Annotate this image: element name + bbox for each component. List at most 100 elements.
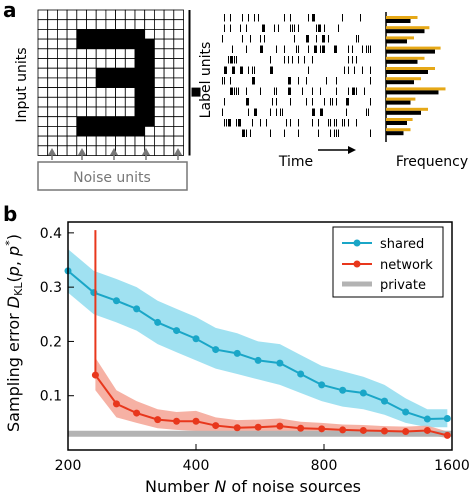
input-unit <box>134 58 146 69</box>
input-unit <box>115 135 126 147</box>
spike <box>346 108 347 116</box>
input-unit <box>173 135 184 147</box>
spike <box>226 66 227 74</box>
input-unit <box>66 48 78 59</box>
spike <box>356 87 357 95</box>
spike <box>276 45 277 53</box>
input-unit <box>173 38 184 50</box>
input-unit <box>57 135 68 147</box>
spike <box>328 119 329 127</box>
input-unit <box>134 77 146 89</box>
input-unit <box>95 145 107 156</box>
spike <box>298 56 299 64</box>
input-unit <box>115 87 126 98</box>
spike <box>270 108 271 116</box>
freq-bar-accent <box>386 36 414 40</box>
series-shared-point <box>443 415 451 423</box>
x-tick-label: 200 <box>55 458 82 474</box>
input-unit <box>37 19 49 30</box>
input-unit <box>134 135 146 147</box>
spike <box>254 14 255 22</box>
spike <box>232 66 235 74</box>
spike <box>230 77 231 85</box>
spike <box>270 66 273 74</box>
input-unit <box>95 19 107 30</box>
spike <box>294 24 295 32</box>
input-unit <box>37 87 49 98</box>
input-unit <box>47 48 58 59</box>
input-unit <box>173 96 184 108</box>
label-units-label: Label units <box>198 42 214 119</box>
plot-frame <box>67 221 453 451</box>
input-unit <box>144 106 155 118</box>
x-tick-label: 800 <box>311 458 338 474</box>
input-unit <box>57 126 68 137</box>
series-shared-point <box>154 318 162 326</box>
input-unit <box>86 19 97 30</box>
freq-bar-dark <box>386 19 411 23</box>
spike <box>252 119 253 127</box>
input-unit <box>57 106 68 118</box>
time-arrow-head <box>348 146 356 154</box>
input-unit <box>47 106 58 118</box>
spike <box>330 98 331 106</box>
input-unit <box>134 28 146 40</box>
input-unit <box>144 58 155 69</box>
input-unit <box>37 9 49 21</box>
spike <box>336 119 337 127</box>
input-unit <box>153 48 165 59</box>
input-unit <box>124 67 136 79</box>
input-unit <box>105 58 117 69</box>
spike <box>366 108 367 116</box>
spike <box>228 119 231 127</box>
input-unit <box>37 145 49 156</box>
input-unit <box>134 38 146 50</box>
series-shared-point <box>173 327 181 335</box>
spike <box>230 87 233 95</box>
input-unit <box>173 116 184 127</box>
spike <box>314 45 317 53</box>
spike <box>284 45 285 53</box>
input-unit <box>57 145 68 156</box>
input-unit <box>144 38 155 50</box>
spike <box>234 87 235 95</box>
spike <box>270 129 271 137</box>
input-unit <box>115 9 126 21</box>
series-shared-point <box>359 389 367 397</box>
input-unit <box>37 135 49 147</box>
input-unit <box>57 19 68 30</box>
input-unit <box>115 106 126 118</box>
spike <box>290 24 291 32</box>
input-unit <box>153 96 165 108</box>
spike <box>352 45 353 53</box>
input-unit <box>163 87 175 98</box>
spike <box>232 56 233 64</box>
input-unit <box>144 77 155 89</box>
input-unit <box>47 135 58 147</box>
spike <box>298 24 299 32</box>
input-unit <box>86 77 97 89</box>
spike <box>238 119 241 127</box>
input-unit <box>76 19 87 30</box>
spike <box>354 66 355 74</box>
series-network-point <box>112 400 120 408</box>
input-unit <box>95 96 107 108</box>
input-unit <box>47 96 58 108</box>
input-unit <box>105 96 117 108</box>
input-unit <box>153 106 165 118</box>
spike <box>306 77 307 85</box>
input-unit <box>115 19 126 30</box>
input-unit <box>57 38 68 50</box>
input-unit <box>163 28 175 40</box>
spike <box>224 119 225 127</box>
input-unit <box>37 77 49 89</box>
spike <box>266 119 267 127</box>
input-unit <box>66 67 78 79</box>
spike <box>230 24 231 32</box>
input-unit <box>66 9 78 21</box>
freq-bar-accent <box>386 67 435 70</box>
x-axis-label: Number N of noise sources <box>145 477 361 495</box>
input-unit <box>115 48 126 59</box>
spike <box>370 77 371 85</box>
